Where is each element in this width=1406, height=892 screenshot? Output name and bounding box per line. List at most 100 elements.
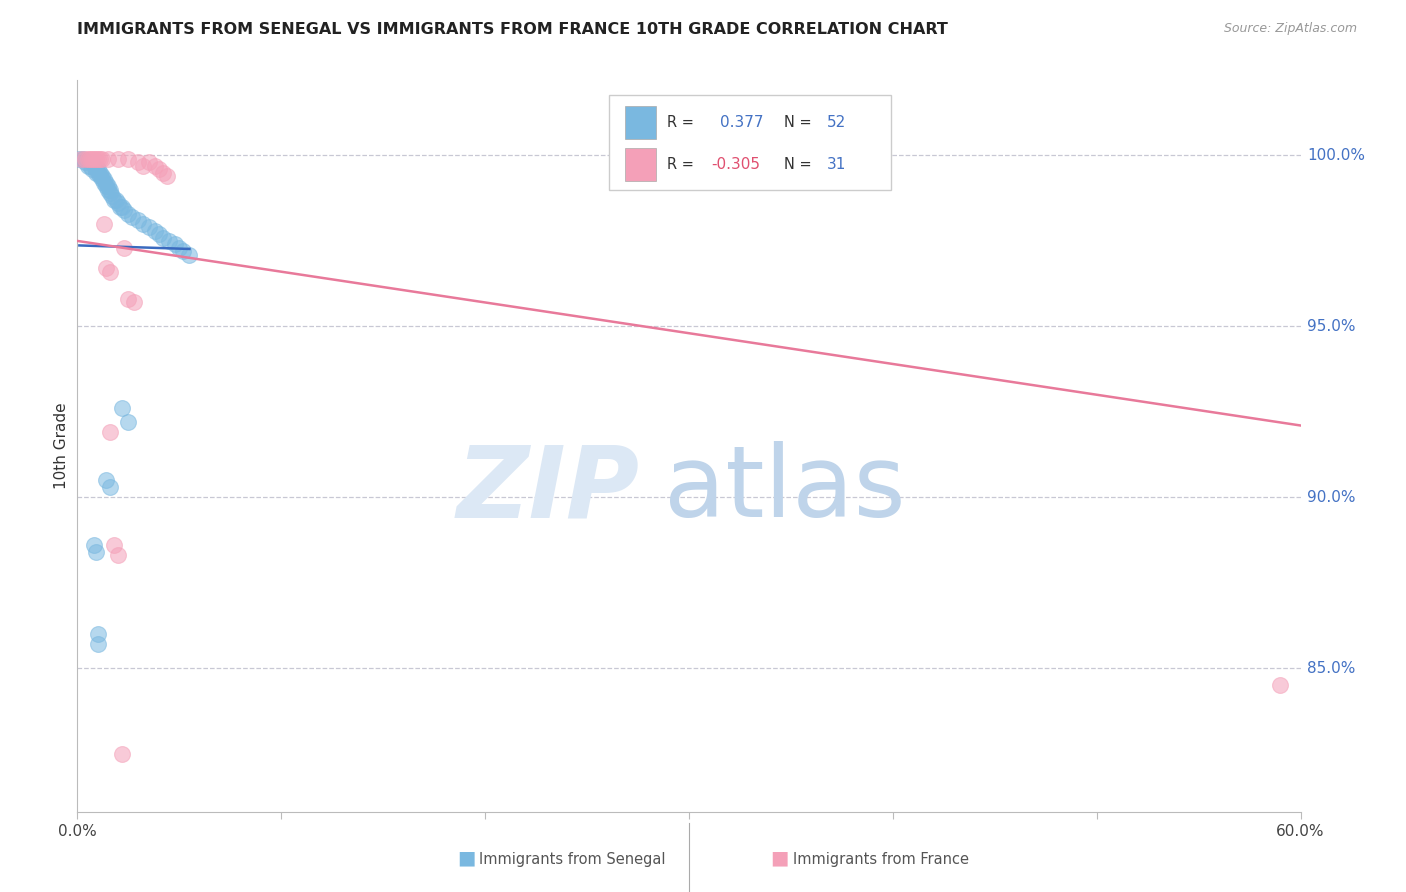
Text: N =: N = bbox=[785, 115, 813, 129]
Point bbox=[75, 155, 97, 169]
Point bbox=[131, 217, 153, 231]
Point bbox=[117, 292, 139, 306]
Point bbox=[165, 237, 187, 252]
Point bbox=[89, 152, 111, 166]
Point bbox=[90, 172, 112, 186]
Point bbox=[87, 152, 110, 166]
Point bbox=[143, 224, 166, 238]
Point bbox=[84, 165, 107, 179]
Point bbox=[117, 206, 139, 220]
Point bbox=[70, 152, 93, 166]
Point bbox=[111, 747, 134, 761]
Text: 100.0%: 100.0% bbox=[1308, 148, 1365, 163]
Point bbox=[84, 152, 107, 166]
Point bbox=[93, 176, 115, 190]
Point bbox=[108, 200, 131, 214]
Point bbox=[138, 220, 160, 235]
Text: atlas: atlas bbox=[665, 442, 905, 539]
Point bbox=[138, 155, 160, 169]
Point bbox=[97, 183, 120, 197]
FancyBboxPatch shape bbox=[609, 95, 891, 190]
Text: 90.0%: 90.0% bbox=[1308, 490, 1355, 505]
Point bbox=[97, 179, 120, 194]
FancyBboxPatch shape bbox=[626, 106, 657, 139]
Text: Immigrants from Senegal: Immigrants from Senegal bbox=[479, 852, 666, 867]
Point bbox=[107, 549, 129, 563]
Point bbox=[87, 627, 110, 641]
Point bbox=[148, 227, 170, 241]
Text: 52: 52 bbox=[827, 115, 846, 129]
Point bbox=[67, 152, 90, 166]
Point bbox=[1268, 678, 1291, 692]
Point bbox=[131, 159, 153, 173]
Y-axis label: 10th Grade: 10th Grade bbox=[53, 402, 69, 490]
Point bbox=[94, 176, 117, 190]
Text: ZIP: ZIP bbox=[457, 442, 640, 539]
Point bbox=[117, 152, 139, 166]
Text: Immigrants from France: Immigrants from France bbox=[793, 852, 969, 867]
Text: 31: 31 bbox=[827, 157, 846, 172]
Text: R =: R = bbox=[666, 115, 693, 129]
Point bbox=[121, 210, 143, 224]
Point bbox=[169, 241, 191, 255]
Point bbox=[80, 162, 103, 177]
Point bbox=[152, 165, 174, 179]
Point bbox=[90, 169, 112, 183]
Point bbox=[105, 193, 128, 207]
Point bbox=[89, 165, 111, 179]
Point bbox=[98, 480, 121, 494]
Point bbox=[83, 159, 105, 173]
Point bbox=[84, 545, 107, 559]
Text: N =: N = bbox=[785, 157, 813, 172]
Point bbox=[90, 152, 112, 166]
Point bbox=[156, 169, 179, 183]
Text: 95.0%: 95.0% bbox=[1308, 318, 1355, 334]
Point bbox=[80, 152, 103, 166]
Point bbox=[76, 159, 98, 173]
Point bbox=[79, 159, 101, 173]
Text: ■: ■ bbox=[770, 848, 789, 867]
Point bbox=[107, 152, 129, 166]
Point bbox=[179, 247, 201, 261]
Point bbox=[148, 162, 170, 177]
Point bbox=[103, 193, 125, 207]
Point bbox=[94, 473, 117, 487]
Text: R =: R = bbox=[666, 157, 693, 172]
Point bbox=[84, 162, 107, 177]
Point bbox=[76, 152, 98, 166]
Point bbox=[127, 213, 149, 227]
Point bbox=[94, 261, 117, 276]
Point bbox=[107, 196, 129, 211]
Point bbox=[75, 152, 97, 166]
Point bbox=[83, 152, 105, 166]
Text: IMMIGRANTS FROM SENEGAL VS IMMIGRANTS FROM FRANCE 10TH GRADE CORRELATION CHART: IMMIGRANTS FROM SENEGAL VS IMMIGRANTS FR… bbox=[77, 22, 948, 37]
Text: Source: ZipAtlas.com: Source: ZipAtlas.com bbox=[1223, 22, 1357, 36]
Point bbox=[152, 230, 174, 244]
Point bbox=[157, 234, 180, 248]
Point bbox=[87, 637, 110, 651]
Point bbox=[111, 401, 134, 416]
Point bbox=[79, 152, 101, 166]
Point bbox=[172, 244, 194, 259]
Point bbox=[87, 165, 110, 179]
Point bbox=[98, 186, 121, 200]
Point bbox=[87, 162, 110, 177]
Point bbox=[80, 155, 103, 169]
Point bbox=[94, 179, 117, 194]
Point bbox=[72, 152, 94, 166]
Point bbox=[93, 172, 115, 186]
Text: ■: ■ bbox=[457, 848, 475, 867]
Point bbox=[101, 189, 124, 203]
Text: 85.0%: 85.0% bbox=[1308, 661, 1355, 675]
Point bbox=[98, 425, 121, 440]
Point bbox=[93, 217, 115, 231]
Point bbox=[98, 183, 121, 197]
Text: -0.305: -0.305 bbox=[711, 157, 761, 172]
Point bbox=[83, 538, 105, 552]
Point bbox=[97, 152, 120, 166]
Point bbox=[103, 538, 125, 552]
Point bbox=[117, 415, 139, 429]
Point bbox=[89, 169, 111, 183]
Point bbox=[112, 241, 135, 255]
Point bbox=[127, 155, 149, 169]
